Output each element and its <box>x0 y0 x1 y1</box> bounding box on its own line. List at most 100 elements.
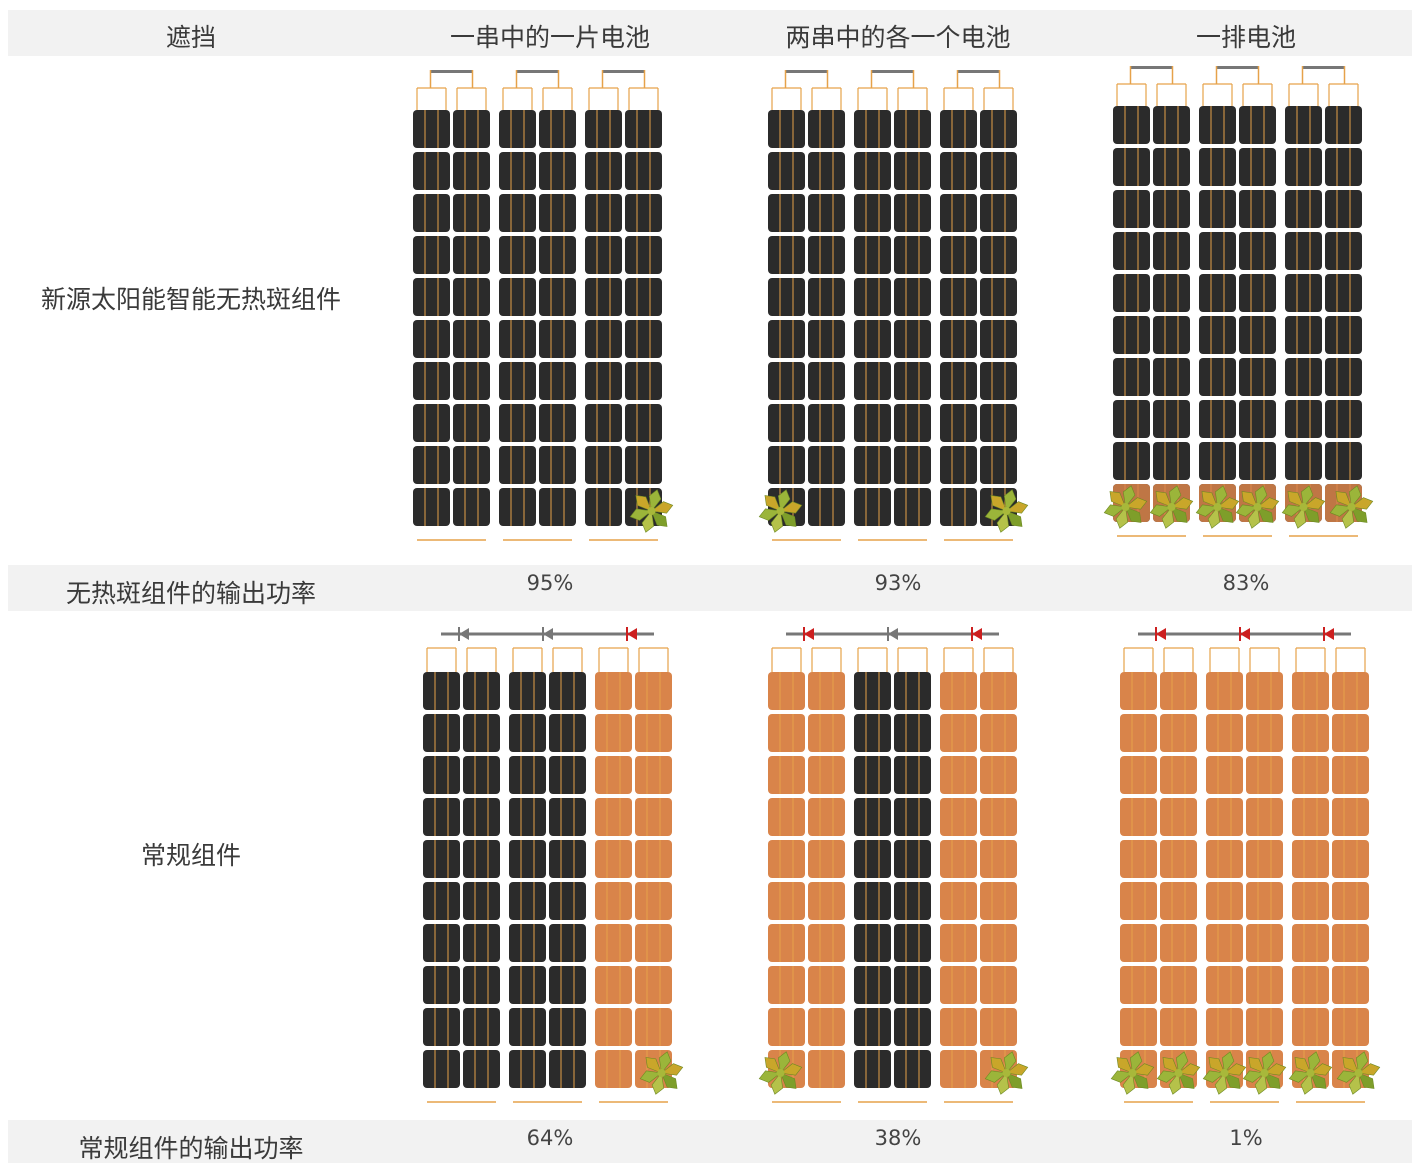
header-one-cell-two-strings: 两串中的各一个电池 <box>785 23 1011 52</box>
solar-cell <box>453 110 490 148</box>
solar-cell <box>549 1008 586 1046</box>
solar-cell <box>499 362 536 400</box>
solar-cell <box>413 446 450 484</box>
solar-cell <box>1113 442 1150 480</box>
solar-cell <box>980 672 1017 710</box>
solar-cell <box>808 320 845 358</box>
solar-cell <box>585 152 622 190</box>
solar-cell <box>894 1008 931 1046</box>
solar-cell <box>539 488 576 526</box>
solar-cell <box>1120 798 1157 836</box>
solar-cell <box>595 1050 632 1088</box>
solar-cell <box>940 714 977 752</box>
solar-cell <box>1153 274 1190 312</box>
solar-cell <box>509 1050 546 1088</box>
solar-cell <box>1246 924 1283 962</box>
solar-cell <box>539 320 576 358</box>
bypass-diode-icon <box>1324 628 1334 640</box>
leaf-shade-icon <box>1235 485 1280 529</box>
solar-cell <box>1325 316 1362 354</box>
solar-cell <box>635 756 672 794</box>
solar-cell <box>1113 148 1150 186</box>
solar-cell <box>768 966 805 1004</box>
solar-cell <box>768 1008 805 1046</box>
solar-cell <box>595 756 632 794</box>
solar-cell <box>499 404 536 442</box>
solar-cell <box>585 362 622 400</box>
solar-cell <box>463 882 500 920</box>
solar-cell <box>894 320 931 358</box>
solar-cell <box>595 672 632 710</box>
solar-cell <box>1325 106 1362 144</box>
solar-cell <box>1239 148 1276 186</box>
solar-cell <box>625 110 662 148</box>
solar-cell <box>595 1008 632 1046</box>
solar-cell <box>940 882 977 920</box>
solar-cell <box>1206 756 1243 794</box>
smart-output-value: 83% <box>1222 571 1270 595</box>
solar-cell <box>980 194 1017 232</box>
solar-cell <box>1246 1008 1283 1046</box>
solar-cell <box>768 278 805 316</box>
solar-cell <box>423 798 460 836</box>
header-row <box>8 10 1412 56</box>
solar-cell <box>1199 400 1236 438</box>
solar-cell <box>1206 798 1243 836</box>
leaf-shade-icon <box>639 1051 684 1095</box>
leaf-shade-icon <box>1242 1051 1287 1095</box>
solar-cell <box>423 714 460 752</box>
solar-cell <box>539 110 576 148</box>
solar-cell <box>808 362 845 400</box>
solar-cell <box>625 152 662 190</box>
bypass-diode-icon <box>888 628 898 640</box>
solar-cell <box>854 278 891 316</box>
bypass-connector <box>871 70 914 73</box>
leaf-shade-icon <box>1329 485 1374 529</box>
leaf-shade-icon <box>1103 485 1148 529</box>
solar-cell <box>854 488 891 526</box>
solar-cell <box>499 110 536 148</box>
solar-cell <box>499 236 536 274</box>
solar-cell <box>768 152 805 190</box>
solar-cell <box>1120 1008 1157 1046</box>
solar-cell <box>768 320 805 358</box>
solar-cell <box>539 404 576 442</box>
solar-cell <box>509 924 546 962</box>
solar-cell <box>1206 966 1243 1004</box>
solar-cell <box>1332 966 1369 1004</box>
solar-cell <box>539 362 576 400</box>
smart-output-row <box>8 565 1412 611</box>
solar-cell <box>894 278 931 316</box>
solar-cell <box>595 966 632 1004</box>
solar-cell <box>1206 882 1243 920</box>
solar-cell <box>940 152 977 190</box>
regular-output-value: 1% <box>1229 1126 1263 1150</box>
solar-cell <box>768 798 805 836</box>
solar-cell <box>499 278 536 316</box>
solar-cell <box>1160 966 1197 1004</box>
solar-cell <box>499 320 536 358</box>
solar-cell <box>635 924 672 962</box>
solar-cell <box>463 1050 500 1088</box>
solar-cell <box>453 320 490 358</box>
solar-cell <box>980 446 1017 484</box>
solar-cell <box>1325 148 1362 186</box>
solar-cell <box>453 488 490 526</box>
solar-cell <box>980 236 1017 274</box>
solar-cell <box>453 194 490 232</box>
solar-cell <box>1153 358 1190 396</box>
solar-cell <box>549 882 586 920</box>
solar-cell <box>423 882 460 920</box>
solar-cell <box>1199 148 1236 186</box>
solar-cell <box>463 798 500 836</box>
solar-cell <box>509 672 546 710</box>
solar-cell <box>1332 756 1369 794</box>
solar-cell <box>549 966 586 1004</box>
solar-cell <box>894 362 931 400</box>
solar-cell <box>768 840 805 878</box>
solar-cell <box>453 362 490 400</box>
solar-cell <box>894 756 931 794</box>
solar-cell <box>1199 106 1236 144</box>
solar-cell <box>1285 106 1322 144</box>
solar-cell <box>894 672 931 710</box>
